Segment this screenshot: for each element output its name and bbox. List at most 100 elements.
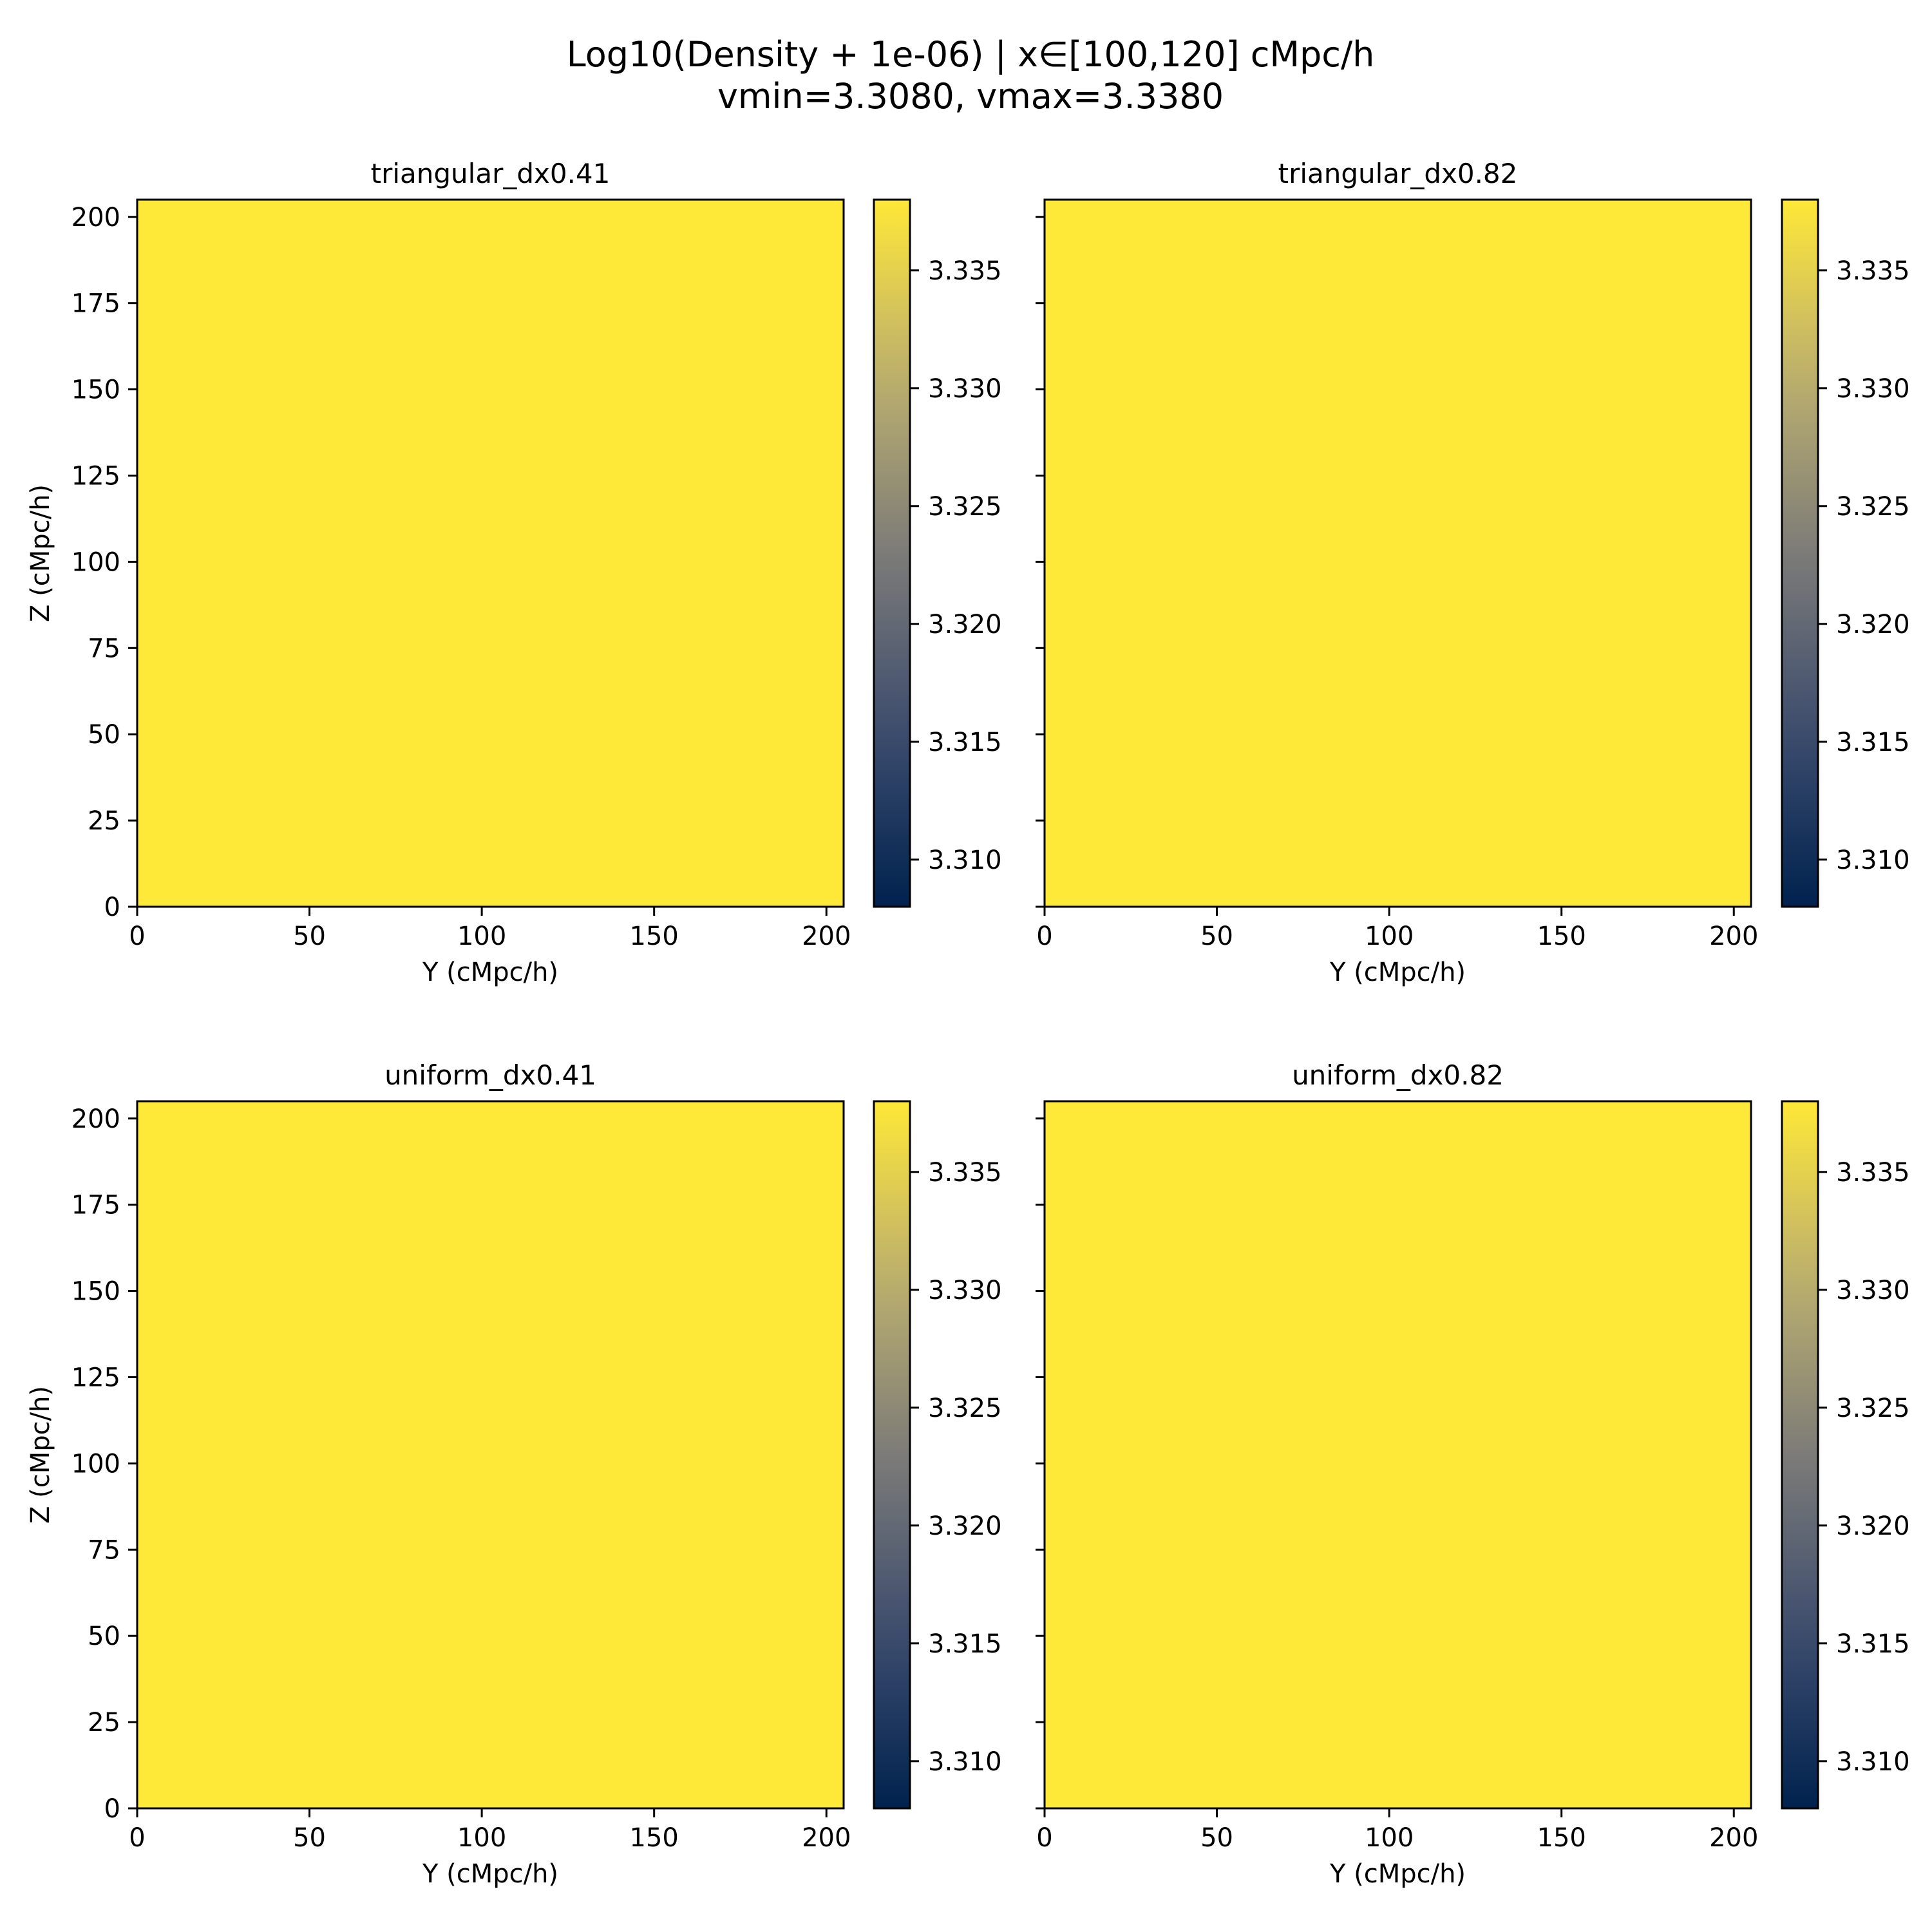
x-tick-label: 0 xyxy=(129,1823,145,1853)
colorbar-tick-label: 3.335 xyxy=(1836,1158,1910,1188)
x-tick-label: 150 xyxy=(1537,922,1586,951)
panel-1: triangular_dx0.82 0 50 100 150 200 Y (cMpc/h) 3… xyxy=(1036,158,1910,987)
colorbar-tick-label: 3.310 xyxy=(1836,846,1910,875)
x-axis-label: Y (cMpc/h) xyxy=(422,958,558,987)
axes-frame xyxy=(1043,1100,1752,1810)
y-axis-label: Z (cMpc/h) xyxy=(26,484,55,622)
colorbar-tick-label: 3.325 xyxy=(1836,1394,1910,1423)
colorbar-frame xyxy=(1781,1100,1819,1810)
x-tick-label: 200 xyxy=(802,1823,851,1853)
x-tick-label: 100 xyxy=(1365,922,1414,951)
colorbar-tick-label: 3.315 xyxy=(928,728,1002,757)
x-tick-label: 150 xyxy=(630,1823,679,1853)
panel-title: uniform_dx0.41 xyxy=(384,1059,596,1091)
x-tick-label: 50 xyxy=(1200,1823,1233,1853)
x-tick-label: 200 xyxy=(1709,1823,1758,1853)
y-tick-label: 100 xyxy=(71,1449,120,1479)
colorbar-frame xyxy=(873,198,911,908)
colorbar-frame xyxy=(873,1100,911,1810)
x-axis-label: Y (cMpc/h) xyxy=(422,1859,558,1889)
y-tick-label: 200 xyxy=(71,1104,120,1134)
y-tick-label: 150 xyxy=(71,375,120,405)
y-tick-label: 75 xyxy=(88,1535,120,1565)
x-tick-label: 100 xyxy=(457,922,506,951)
colorbar: 3.310 3.315 3.320 3.325 3.330 3.335 xyxy=(1781,198,1910,908)
panel-title: triangular_dx0.82 xyxy=(1278,158,1518,189)
y-tick-label: 50 xyxy=(88,720,120,750)
panels: triangular_dx0.41 0 50 100 150 200 0 25 50 75 100 1… xyxy=(26,158,1910,1889)
y-tick-label: 125 xyxy=(71,1363,120,1392)
heatmap-image xyxy=(1045,200,1751,907)
y-tick-label: 175 xyxy=(71,1191,120,1220)
y-tick-label: 75 xyxy=(88,634,120,663)
colorbar-tick-label: 3.330 xyxy=(1836,374,1910,404)
x-axis-label: Y (cMpc/h) xyxy=(1329,958,1466,987)
colorbar-gradient xyxy=(1782,200,1818,907)
colorbar-tick-label: 3.315 xyxy=(1836,728,1910,757)
panel-2: uniform_dx0.41 0 50 100 150 200 0 25 50 75 100 125 1… xyxy=(26,1059,1002,1889)
heatmap-image xyxy=(1045,1101,1751,1808)
colorbar-tick-label: 3.335 xyxy=(1836,256,1910,286)
y-tick-label: 50 xyxy=(88,1622,120,1651)
x-tick-label: 0 xyxy=(1036,1823,1052,1853)
colorbar-tick-label: 3.315 xyxy=(928,1629,1002,1659)
y-tick-label: 25 xyxy=(88,806,120,836)
colorbar-tick-label: 3.320 xyxy=(1836,1511,1910,1541)
axes-frame xyxy=(136,198,845,908)
colorbar-tick-label: 3.330 xyxy=(928,1276,1002,1305)
y-tick-label: 100 xyxy=(71,547,120,577)
panel-title: uniform_dx0.82 xyxy=(1292,1059,1504,1091)
colorbar-tick-label: 3.320 xyxy=(1836,610,1910,639)
panel-0: triangular_dx0.41 0 50 100 150 200 0 25 50 75 100 1… xyxy=(26,158,1002,987)
x-tick-label: 200 xyxy=(1709,922,1758,951)
y-tick-label: 25 xyxy=(88,1708,120,1738)
colorbar-gradient xyxy=(874,200,910,907)
colorbar: 3.310 3.315 3.320 3.325 3.330 3.335 xyxy=(873,198,1002,908)
colorbar-tick-label: 3.310 xyxy=(928,1747,1002,1777)
x-tick-label: 0 xyxy=(1036,922,1052,951)
x-tick-label: 100 xyxy=(457,1823,506,1853)
colorbar-gradient xyxy=(1782,1101,1818,1808)
x-tick-label: 200 xyxy=(802,922,851,951)
x-tick-label: 50 xyxy=(1200,922,1233,951)
y-tick-label: 200 xyxy=(71,203,120,232)
colorbar-tick-label: 3.335 xyxy=(928,1158,1002,1188)
y-tick-label: 150 xyxy=(71,1277,120,1307)
panel-3: uniform_dx0.82 0 50 100 150 200 Y (cMpc/h) 3.31… xyxy=(1036,1059,1910,1889)
x-tick-label: 50 xyxy=(293,1823,326,1853)
colorbar-tick-label: 3.320 xyxy=(928,610,1002,639)
colorbar-gradient xyxy=(874,1101,910,1808)
colorbar-tick-label: 3.310 xyxy=(1836,1747,1910,1777)
axes-frame xyxy=(1043,198,1752,908)
colorbar-tick-label: 3.310 xyxy=(928,846,1002,875)
heatmap-image xyxy=(137,1101,844,1808)
x-tick-label: 50 xyxy=(293,922,326,951)
colorbar-tick-label: 3.325 xyxy=(928,1394,1002,1423)
x-tick-label: 0 xyxy=(129,922,145,951)
y-tick-label: 0 xyxy=(104,1794,120,1824)
y-tick-label: 175 xyxy=(71,289,120,319)
panel-title: triangular_dx0.41 xyxy=(371,158,611,189)
x-tick-label: 100 xyxy=(1365,1823,1414,1853)
axes-frame xyxy=(136,1100,845,1810)
colorbar: 3.310 3.315 3.320 3.325 3.330 3.335 xyxy=(873,1100,1002,1810)
y-axis-label: Z (cMpc/h) xyxy=(26,1386,55,1524)
colorbar-tick-label: 3.330 xyxy=(1836,1276,1910,1305)
colorbar-frame xyxy=(1781,198,1819,908)
x-tick-label: 150 xyxy=(1537,1823,1586,1853)
x-axis-label: Y (cMpc/h) xyxy=(1329,1859,1466,1889)
colorbar-tick-label: 3.335 xyxy=(928,256,1002,286)
y-tick-label: 0 xyxy=(104,893,120,922)
figure-title-line2: vmin=3.3080, vmax=3.3380 xyxy=(717,76,1224,117)
colorbar: 3.310 3.315 3.320 3.325 3.330 3.335 xyxy=(1781,1100,1910,1810)
y-tick-label: 125 xyxy=(71,461,120,491)
figure-title-line1: Log10(Density + 1e-06) | x∈[100,120] cMp… xyxy=(567,34,1375,75)
colorbar-tick-label: 3.330 xyxy=(928,374,1002,404)
colorbar-tick-label: 3.325 xyxy=(928,492,1002,522)
colorbar-tick-label: 3.315 xyxy=(1836,1629,1910,1659)
colorbar-tick-label: 3.320 xyxy=(928,1511,1002,1541)
heatmap-image xyxy=(137,200,844,907)
colorbar-tick-label: 3.325 xyxy=(1836,492,1910,522)
